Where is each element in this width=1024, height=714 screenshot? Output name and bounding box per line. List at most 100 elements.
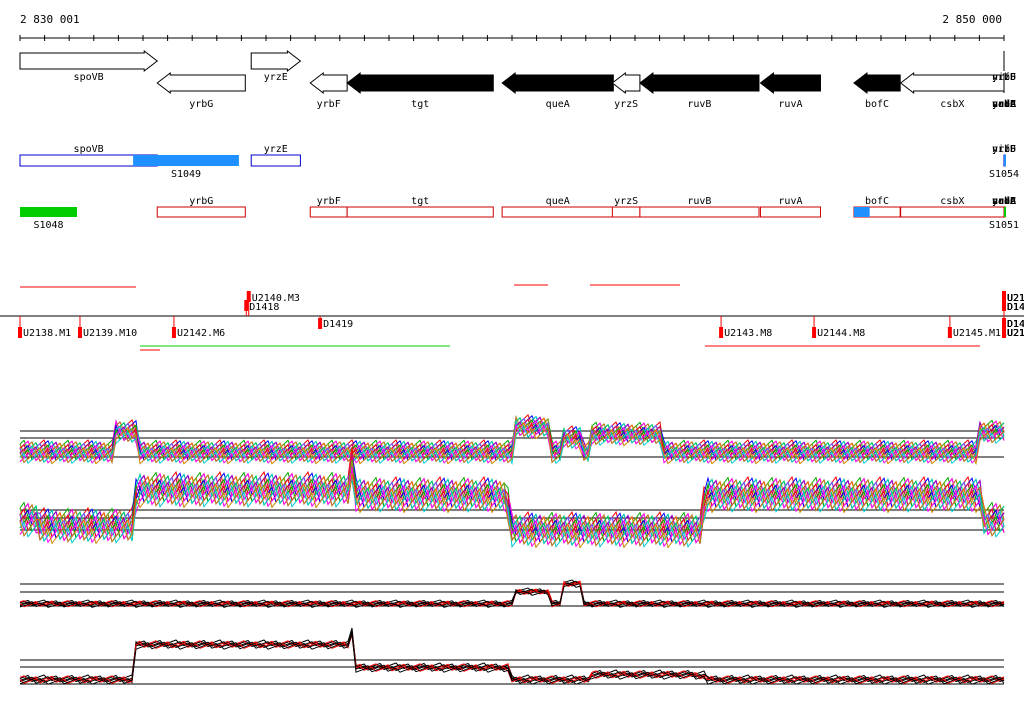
gene-label-csbx: csbX: [940, 99, 964, 110]
gene-arrow-yrzs-icon: [611, 71, 641, 95]
gene-arrow-yrze-icon: [250, 49, 302, 73]
gene-arrow-bofc-icon: [853, 71, 901, 95]
gene-label-yrbc: yrbC: [992, 99, 1016, 110]
gene-arrow-yrbg-icon: [156, 71, 246, 95]
minus-box-csbx: [900, 206, 1005, 218]
gene-arrow-spovb-icon: [19, 49, 159, 73]
expression-panel-plus-strand: [19, 414, 1005, 466]
expression-trace: [19, 478, 1005, 549]
minus-box-label-yrzs: yrzS: [614, 196, 638, 207]
minus-box-yrbg: [156, 206, 246, 218]
signal-label-s1049: S1049: [171, 169, 201, 180]
lower_segments-label-u2143-m8: U2143.M8: [724, 328, 772, 339]
lower_segments-label-d1426: D1426: [1007, 319, 1024, 330]
gene-track: spoVB yrbG yrzE yrbF tgt queA yrzS ruvB ruvA bofC…: [19, 49, 1016, 110]
minus-box-tgt: [346, 206, 494, 218]
plus-box-label-yrze: yrzE: [264, 144, 288, 155]
minus-box-label-nadc: nadC: [992, 196, 1016, 207]
upper_segments-label-u2158-m: U2158.M: [1007, 293, 1024, 304]
upper_segments-label-u2152-m21: U2152.M21: [1007, 293, 1024, 304]
gene-label-yrbf: yrbF: [317, 99, 341, 110]
gene-label-ruva: ruvA: [778, 99, 802, 110]
expression-trace: [19, 632, 1005, 682]
gene-label-nadc: nadC: [992, 99, 1016, 110]
signal-block-n3: [1004, 155, 1006, 166]
gene-arrow-ruvb-icon: [639, 71, 760, 95]
gene-label-tgt: tgt: [411, 99, 429, 110]
lower_segments-label-d1422: D1422: [1007, 319, 1024, 330]
gene-label-yrzs: yrzS: [614, 99, 638, 110]
lower_segments-label-u2144-m8: U2144.M8: [817, 328, 865, 339]
minus-box-yrzs: [611, 206, 641, 218]
gene-label-ruvb: ruvB: [687, 99, 711, 110]
start-coordinate-label: 2 830 001: [20, 13, 80, 26]
gene-label-nadb: nadB: [992, 99, 1016, 110]
signal-label-s1051: S1051: [989, 220, 1019, 231]
tiling-panel-minus-strand: [19, 627, 1005, 685]
signal-label-s1048: S1048: [33, 220, 63, 231]
tiling-panel-plus-strand: [19, 579, 1005, 608]
expression-trace: [19, 423, 1005, 464]
minus-box-ruvb: [639, 206, 760, 218]
lower_segments-label-d1419: D1419: [323, 319, 353, 330]
lower_segments-label-u2149-m6: U2149.M6: [1007, 328, 1024, 339]
upper_segments-label-u2140-m3: U2140.M3: [252, 293, 300, 304]
upper_segments-label-d1424: D1424: [1007, 302, 1024, 313]
gene-label-yrbg: yrbG: [189, 99, 213, 110]
ruler-ticks: [19, 35, 1005, 41]
upper_segments-marker: [1002, 291, 1006, 302]
lower_segments-label-d1425: D1425: [1007, 319, 1024, 330]
minus-box-label-ruva: ruvA: [778, 196, 802, 207]
expression-trace: [19, 633, 1005, 684]
lower_segments-label-u2156-m15: U2156.M15: [1007, 328, 1024, 339]
gene-label-bofc: bofC: [865, 99, 889, 110]
upper_segments-label-d1418: D1418: [249, 302, 279, 313]
minus-box-label-quea: queA: [546, 196, 570, 207]
upper_segments-label-u2148-m9: U2148.M9: [1007, 293, 1024, 304]
expression-trace: [19, 634, 1005, 684]
gene-label-yrze: yrzE: [264, 72, 288, 83]
expression-trace: [19, 582, 1005, 608]
minus-box-label-nada: nadA: [992, 196, 1016, 207]
lower_segments-label-u2156-m3: U2156.M3: [1007, 328, 1024, 339]
minus-box-label-coxa: coxA: [992, 196, 1016, 207]
lower_segments-label-u2155-m12: U2155.M12: [1007, 328, 1024, 339]
minus-box-label-yrbe: yrbE: [992, 196, 1016, 207]
minus-box-quea: [501, 206, 614, 218]
expression-trace: [19, 579, 1005, 605]
minus-box-label-yrbg: yrbG: [189, 196, 213, 207]
expression-trace: [19, 473, 1005, 549]
gene-label-safa: safA: [992, 99, 1016, 110]
lower_segments-label-u2145-m11: U2145.M11: [953, 328, 1007, 339]
minus-box-label-safa: safA: [992, 196, 1016, 207]
lower_segments-label-u2154-m8: U2154.M8: [1007, 328, 1024, 339]
gene-arrow-quea-icon: [501, 71, 614, 95]
minus-box-label-tgt: tgt: [411, 196, 429, 207]
signal-block-s1048: [20, 207, 78, 217]
lower_segments-label-u2138-m1: U2138.M1: [23, 328, 71, 339]
gene-label-nada: nadA: [992, 99, 1016, 110]
signal-block-s1049: [133, 155, 239, 166]
lower_segments-label-d1420: D1420: [1007, 319, 1024, 330]
lower_segments-label-u2153-m9: U2153.M9: [1007, 328, 1024, 339]
expression-trace: [19, 631, 1005, 683]
minus-box-yrbf: [309, 206, 348, 218]
minus-box-label-csbx: csbX: [940, 196, 964, 207]
gene-label-quea: queA: [546, 99, 570, 110]
minus-box-label-nadb: nadB: [992, 196, 1016, 207]
lower_segments-label-d1427: D1427: [1007, 319, 1024, 330]
plus-box-label-yrzf: yrzF: [992, 144, 1016, 155]
gene-arrow-ruva-icon: [759, 71, 821, 95]
upper_segments-label-u2157-m13: U2157.M13: [1007, 293, 1024, 304]
upper_segments-label-d1421: D1421: [1007, 302, 1024, 313]
gene-label-coxa: coxA: [992, 99, 1016, 110]
minus-box-label-yrbf: yrbF: [317, 196, 341, 207]
lower_segments-label-u2139-m10: U2139.M10: [83, 328, 137, 339]
expression-trace: [19, 582, 1005, 607]
gene-arrow-csbx-icon: [899, 71, 1005, 95]
upper_segments-label-d1423: D1423: [1007, 302, 1024, 313]
expression-trace: [19, 466, 1005, 548]
minus-strand-annotations: yrbG yrbF tgt queA yrzS ruvB ruvA bofC csbX yrbEy…: [20, 196, 1019, 231]
